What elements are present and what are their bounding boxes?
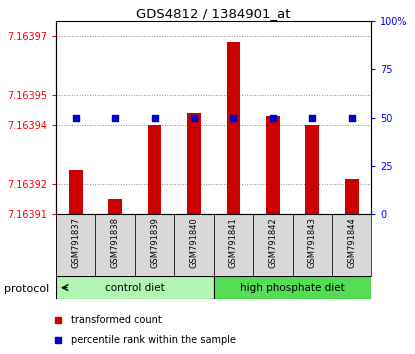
Bar	[214, 276, 371, 299]
Bar	[293, 214, 332, 276]
Text: GSM791841: GSM791841	[229, 217, 238, 268]
Bar	[135, 214, 174, 276]
Point	[309, 115, 315, 121]
Text: transformed count: transformed count	[71, 315, 161, 325]
Bar	[69, 170, 83, 214]
Text: GSM791838: GSM791838	[111, 217, 120, 268]
Point	[73, 115, 79, 121]
Text: percentile rank within the sample: percentile rank within the sample	[71, 335, 236, 345]
Text: GSM791842: GSM791842	[269, 217, 277, 268]
Text: high phosphate diet: high phosphate diet	[240, 282, 345, 293]
Bar	[174, 214, 214, 276]
Bar	[56, 214, 95, 276]
Text: GSM791839: GSM791839	[150, 217, 159, 268]
Text: control diet: control diet	[105, 282, 165, 293]
Bar	[187, 113, 201, 214]
Bar	[253, 214, 293, 276]
Bar	[266, 116, 280, 214]
Bar	[108, 199, 122, 214]
Bar	[332, 214, 371, 276]
Bar	[345, 178, 359, 214]
Text: GSM791843: GSM791843	[308, 217, 317, 268]
Text: protocol: protocol	[4, 284, 49, 293]
Bar	[95, 214, 135, 276]
Point	[190, 115, 198, 121]
Text: GSM791840: GSM791840	[190, 217, 198, 268]
Point	[349, 115, 355, 121]
Bar	[148, 125, 161, 214]
Point	[230, 115, 237, 121]
Point	[151, 115, 158, 121]
Bar	[56, 276, 214, 299]
Bar	[305, 125, 319, 214]
Text: GSM791844: GSM791844	[347, 217, 356, 268]
Point	[112, 115, 119, 121]
Bar	[214, 214, 253, 276]
Bar	[227, 42, 240, 214]
Title: GDS4812 / 1384901_at: GDS4812 / 1384901_at	[137, 7, 291, 20]
Point	[270, 115, 276, 121]
Text: GSM791837: GSM791837	[71, 217, 80, 268]
